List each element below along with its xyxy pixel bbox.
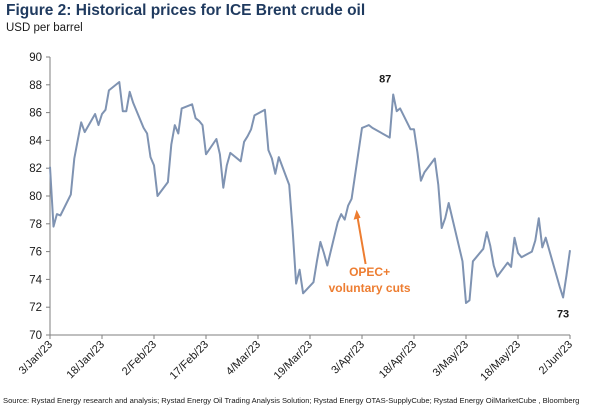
x-tick-label: 3/Apr/23 — [329, 339, 367, 377]
y-tick-label: 70 — [29, 330, 42, 342]
chart-title: Figure 2: Historical prices for ICE Bren… — [6, 2, 366, 19]
x-tick-label: 17/Feb/23 — [168, 339, 212, 383]
peak-value-label: 87 — [379, 74, 391, 86]
source-note: Source: Rystad Energy research and analy… — [3, 396, 580, 405]
opec-arrow-head — [353, 209, 361, 220]
y-tick-label: 84 — [29, 135, 42, 147]
y-tick-label: 76 — [29, 247, 42, 259]
x-tick-label: 18/Jan/23 — [64, 339, 107, 382]
x-tick-label: 4/Mar/23 — [224, 339, 263, 378]
x-tick-label: 3/May/23 — [431, 339, 471, 379]
y-tick-label: 82 — [29, 163, 42, 175]
plot-area — [49, 81, 571, 304]
chart-annotations: 87 73 OPEC+ voluntary cuts — [329, 74, 570, 321]
x-tick-label: 3/Jan/23 — [17, 339, 55, 377]
y-axis-unit-label: USD per barrel — [6, 22, 83, 34]
opec-arrow-shaft — [356, 217, 367, 265]
y-tick-label: 86 — [29, 108, 42, 120]
x-tick-label: 2/Jun/23 — [537, 339, 575, 377]
line-chart: 70 72 74 76 78 80 82 84 86 88 90 3/Jan/23 18/Jan/23 2… — [17, 52, 575, 383]
opec-annotation-text: voluntary cuts — [329, 281, 411, 295]
y-tick-label: 78 — [29, 219, 42, 231]
x-tick-label: 19/Mar/23 — [272, 339, 316, 383]
x-tick-label: 18/Apr/23 — [377, 339, 419, 381]
price-series-line — [49, 81, 571, 304]
y-tick-label: 80 — [29, 191, 42, 203]
y-tick-label: 90 — [29, 52, 42, 64]
latest-value-label: 73 — [557, 308, 569, 320]
x-tick-label: 18/May/23 — [478, 339, 523, 384]
chart-axes: 70 72 74 76 78 80 82 84 86 88 90 3/Jan/23 18/Jan/23 2… — [17, 52, 575, 383]
opec-annotation-text: OPEC+ — [349, 265, 390, 279]
x-tick-label: 2/Feb/23 — [120, 339, 159, 378]
y-tick-label: 72 — [29, 302, 42, 314]
y-tick-label: 74 — [29, 274, 42, 286]
y-tick-label: 88 — [29, 80, 42, 92]
